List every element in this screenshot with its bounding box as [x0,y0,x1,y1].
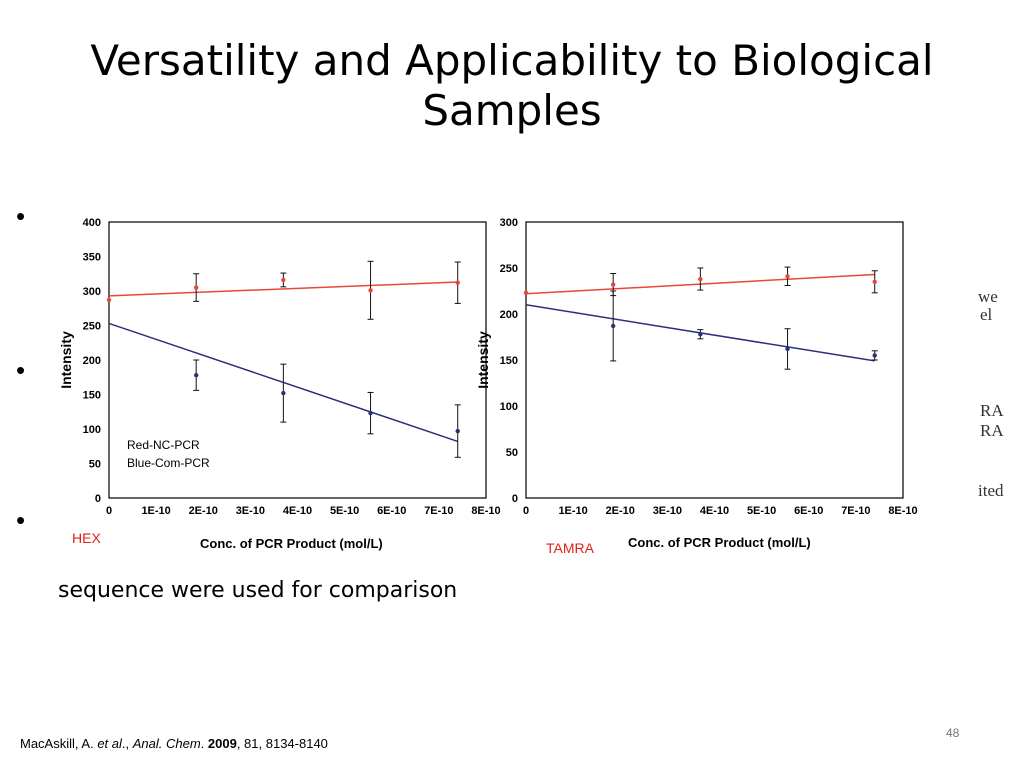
tamra-data-point [872,353,877,358]
hex-fit-line-0 [108,281,458,297]
hex-data-point [106,297,112,303]
hex-y-tick-label: 50 [89,459,101,471]
hex-data-point [368,410,373,416]
slide-title: Versatility and Applicability to Biologi… [90,36,934,135]
hex-dye-label: HEX [72,530,101,546]
hex-x-tick-label: 3E-10 [236,505,265,517]
tamra-data-point [610,323,616,329]
tamra-data-point [698,276,703,282]
hex-data-point [455,280,460,285]
tamra-y-tick-label: 200 [500,309,518,321]
hex-data-point [193,285,199,290]
tamra-x-tick-label: 0 [523,505,529,517]
hex-x-tick-label: 6E-10 [377,505,406,517]
hex-y-tick-label: 400 [83,217,101,229]
tamra-data-point [523,290,529,296]
hex-data-point [368,288,373,293]
hex-data-point [281,277,286,283]
citation-etal: et al [97,736,122,751]
tamra-x-axis-label: Conc. of PCR Product (mol/L) [628,535,811,550]
tamra-y-tick-label: 50 [506,447,518,459]
hex-data-point [455,428,460,434]
partial-text-4: RA [980,421,1004,440]
body-text: sequence were used for comparison [58,578,458,603]
hex-x-tick-label: 5E-10 [330,505,359,517]
tamra-plot-frame [525,221,904,499]
hex-legend-entry: Red-NC-PCR [127,438,200,452]
hex-legend-entry: Blue-Com-PCR [127,456,210,470]
hex-x-tick-label: 2E-10 [189,505,218,517]
tamra-x-tick-label: 8E-10 [888,505,917,517]
partial-text-3: RA [980,401,1004,420]
hex-y-tick-label: 100 [83,424,101,436]
hex-x-tick-label: 7E-10 [424,505,453,517]
hex-y-tick-label: 300 [83,286,101,298]
tamra-y-tick-label: 0 [512,493,518,505]
citation-year: 2009 [207,736,237,751]
hex-x-axis-label: Conc. of PCR Product (mol/L) [200,536,383,551]
tamra-data-point [610,282,616,287]
hex-y-tick-label: 200 [83,355,101,367]
tamra-x-tick-label: 1E-10 [558,505,587,517]
tamra-y-tick-label: 150 [500,355,518,367]
partial-text-2: el [980,305,993,324]
tamra-dye-label: TAMRA [546,540,594,556]
citation-footer: MacAskill, A. et al., Anal. Chem. 2009, … [20,736,328,751]
tamra-y-tick-label: 250 [500,263,518,275]
hex-data-point [193,372,199,378]
hex-y-tick-label: 350 [83,252,101,264]
tamra-y-axis-label: Intensity [475,331,491,389]
bullet-1: • [16,201,26,231]
tamra-y-tick-label: 300 [500,217,518,229]
tamra-x-tick-label: 7E-10 [841,505,870,517]
tamra-x-tick-label: 6E-10 [794,505,823,517]
partial-text-1: we [978,287,998,306]
hex-y-tick-label: 250 [83,321,101,333]
hex-x-tick-label: 0 [106,505,112,517]
tamra-y-tick-label: 100 [500,401,518,413]
tamra-data-point [698,332,703,337]
hex-y-tick-label: 150 [83,390,101,402]
tamra-x-tick-label: 3E-10 [653,505,682,517]
tamra-x-tick-label: 2E-10 [606,505,635,517]
hex-y-axis-label: Intensity [58,331,74,389]
hex-x-tick-label: 8E-10 [471,505,500,517]
tamra-x-tick-label: 5E-10 [747,505,776,517]
bullet-3: • [16,505,26,535]
hex-x-tick-label: 4E-10 [283,505,312,517]
tamra-data-point [785,274,790,279]
bullet-2: • [16,355,26,385]
partial-text-5: ited [978,481,1004,500]
citation-author: MacAskill, A. [20,736,94,751]
hex-y-tick-label: 0 [95,493,101,505]
tamra-data-point [785,346,790,352]
hex-data-point [281,390,286,396]
page-number: 48 [946,726,960,740]
citation-sep: ., [121,736,130,751]
tamra-data-point [872,279,877,284]
hex-x-tick-label: 1E-10 [141,505,170,517]
citation-rest: , 81, 8134-8140 [236,736,328,751]
tamra-x-tick-label: 4E-10 [700,505,729,517]
citation-journal: Anal. Chem [132,736,201,751]
hex-plot-frame [108,221,487,499]
